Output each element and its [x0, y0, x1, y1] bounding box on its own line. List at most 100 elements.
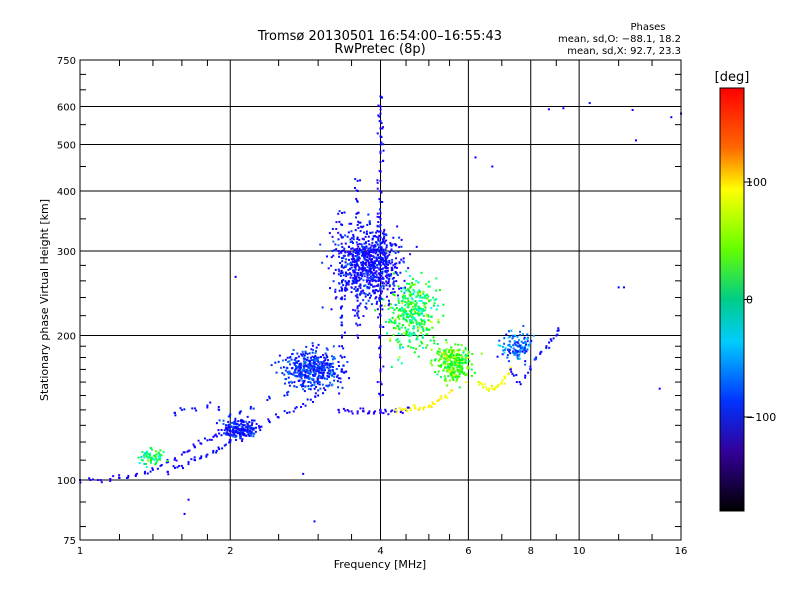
data-point	[337, 386, 340, 389]
data-point	[412, 325, 415, 328]
data-point	[360, 277, 363, 280]
data-point	[140, 458, 143, 461]
data-point	[418, 322, 421, 325]
data-point	[378, 208, 381, 211]
data-point	[341, 260, 344, 263]
data-point	[341, 370, 344, 373]
data-point	[426, 298, 429, 301]
data-point	[362, 299, 365, 302]
data-point	[303, 380, 306, 383]
data-point	[375, 289, 378, 292]
data-point	[360, 272, 363, 275]
data-point	[403, 331, 406, 334]
data-point	[454, 343, 457, 346]
data-point	[364, 248, 367, 251]
data-point	[397, 314, 400, 317]
data-point	[408, 293, 411, 296]
data-point	[519, 330, 522, 333]
data-point	[321, 369, 324, 372]
data-point	[522, 348, 525, 351]
data-point	[421, 308, 424, 311]
data-point	[338, 411, 341, 414]
data-point	[245, 429, 248, 432]
data-point	[414, 304, 417, 307]
data-point	[232, 435, 235, 438]
data-point	[456, 368, 459, 371]
data-point	[422, 334, 425, 337]
data-point	[374, 276, 377, 279]
data-point	[308, 376, 311, 379]
data-point	[368, 410, 371, 413]
data-point	[400, 258, 403, 261]
data-point	[413, 332, 416, 335]
data-point	[410, 297, 413, 300]
data-point	[288, 381, 291, 384]
data-point	[447, 359, 450, 362]
data-point	[385, 246, 388, 249]
data-point	[158, 455, 161, 458]
data-point	[363, 262, 366, 265]
data-point	[390, 303, 393, 306]
data-point	[382, 285, 385, 288]
data-point	[450, 360, 453, 363]
data-point	[340, 368, 343, 371]
data-point	[341, 212, 344, 215]
data-point	[277, 360, 280, 363]
data-point	[347, 283, 350, 286]
data-point	[412, 317, 415, 320]
data-point	[334, 288, 337, 291]
data-point	[452, 371, 455, 374]
data-point	[360, 267, 363, 270]
data-point	[321, 367, 324, 370]
data-point	[235, 423, 238, 426]
data-point	[389, 339, 392, 342]
data-point	[394, 270, 397, 273]
data-point	[420, 318, 423, 321]
data-point	[450, 346, 453, 349]
data-point	[503, 342, 506, 345]
data-point	[362, 279, 365, 282]
data-point	[389, 337, 392, 340]
data-point	[385, 295, 388, 298]
data-point	[552, 337, 555, 340]
data-point	[349, 251, 352, 254]
data-point	[361, 289, 364, 292]
data-point	[299, 362, 302, 365]
data-point	[523, 352, 526, 355]
data-point	[422, 319, 425, 322]
data-point	[430, 406, 433, 409]
data-point	[420, 299, 423, 302]
data-point	[410, 308, 413, 311]
data-point	[356, 243, 359, 246]
data-point	[437, 321, 440, 324]
data-point	[252, 419, 255, 422]
data-point	[166, 460, 169, 463]
data-point	[424, 309, 427, 312]
data-point	[452, 375, 455, 378]
data-point	[293, 358, 296, 361]
data-point	[257, 425, 260, 428]
data-point	[399, 271, 402, 274]
data-point	[522, 325, 525, 328]
data-point	[461, 362, 464, 365]
data-point	[562, 107, 565, 110]
data-point	[368, 221, 371, 224]
data-point	[477, 381, 480, 384]
data-point	[435, 277, 438, 280]
data-point	[378, 263, 381, 266]
data-point	[443, 351, 446, 354]
data-point	[393, 308, 396, 311]
data-point	[373, 244, 376, 247]
data-point	[143, 456, 146, 459]
data-point	[341, 257, 344, 260]
data-point	[425, 315, 428, 318]
data-point	[332, 254, 335, 257]
data-point	[300, 353, 303, 356]
data-point	[323, 377, 326, 380]
data-point	[358, 253, 361, 256]
data-point	[359, 302, 362, 305]
data-point	[398, 328, 401, 331]
data-point	[444, 377, 447, 380]
data-point	[377, 104, 380, 107]
data-point	[503, 382, 506, 385]
